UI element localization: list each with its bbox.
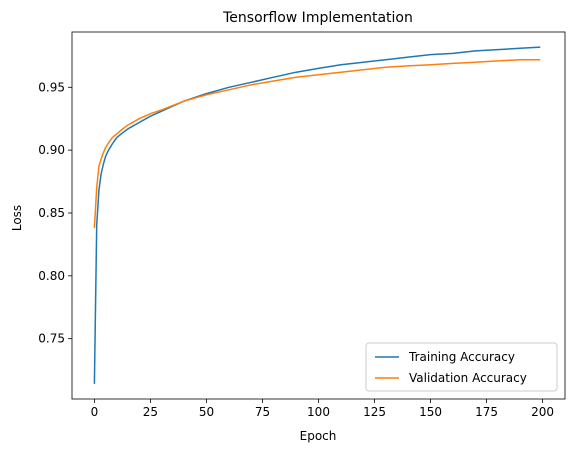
series-line-1 (93, 58, 541, 229)
chart-title: Tensorflow Implementation (222, 10, 413, 26)
legend-label-1: Validation Accuracy (409, 371, 527, 385)
legend-label-0: Training Accuracy (408, 350, 515, 364)
y-tick-label: 0.85 (38, 206, 65, 220)
x-tick-label: 150 (419, 405, 442, 419)
x-tick-label: 75 (255, 405, 270, 419)
y-tick-label: 0.80 (38, 269, 65, 283)
x-tick-label: 0 (91, 405, 99, 419)
y-axis-ticks: 0.75 0.80 0.85 0.90 0.95 (38, 80, 72, 346)
x-tick-label: 200 (531, 405, 554, 419)
x-axis-ticks: 0 25 50 75 100 125 150 175 200 (91, 399, 554, 419)
x-tick-label: 25 (143, 405, 158, 419)
y-axis-label: Loss (10, 205, 24, 231)
y-tick-label: 0.90 (38, 143, 65, 157)
x-axis-label: Epoch (300, 429, 337, 443)
x-tick-label: 175 (475, 405, 498, 419)
y-tick-label: 0.75 (38, 332, 65, 346)
series-line-0 (93, 46, 541, 384)
x-tick-label: 125 (363, 405, 386, 419)
x-tick-label: 50 (199, 405, 214, 419)
legend: Training Accuracy Validation Accuracy (365, 342, 558, 392)
x-tick-label: 100 (307, 405, 330, 419)
legend-box (365, 342, 558, 392)
y-tick-label: 0.95 (38, 80, 65, 94)
